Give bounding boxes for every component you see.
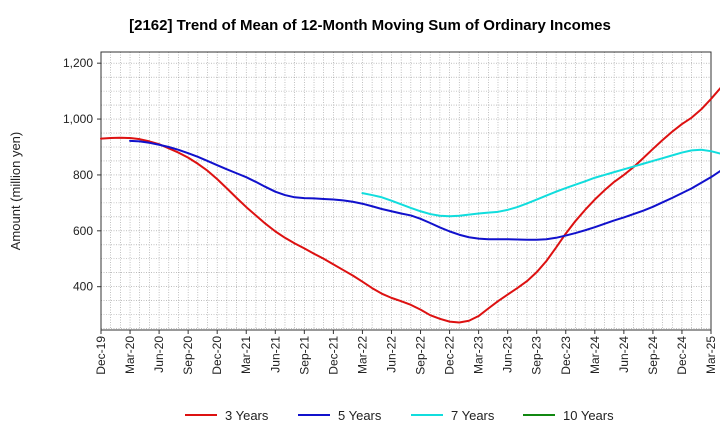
x-tick-label: Sep-22 <box>414 336 428 375</box>
x-tick-label: Mar-22 <box>355 336 369 374</box>
x-tick-label: Mar-25 <box>704 336 718 374</box>
x-tick-label: Mar-21 <box>239 336 253 374</box>
legend-label: 3 Years <box>225 408 269 423</box>
series-line-5-years <box>129 139 720 241</box>
x-tick-label: Dec-24 <box>675 336 689 375</box>
x-tick-label: Dec-21 <box>326 336 340 375</box>
x-tick-label: Jun-24 <box>617 336 631 373</box>
x-tick-label: Dec-23 <box>559 336 573 375</box>
x-tick-label: Jun-22 <box>384 336 398 373</box>
series-lines <box>100 87 720 324</box>
plot-frame <box>100 51 712 331</box>
legend-label: 5 Years <box>338 408 382 423</box>
y-tick-label: 400 <box>73 280 93 294</box>
x-tick-label: Mar-24 <box>588 336 602 374</box>
y-axis: 400 600 800 1,000 1,200 <box>63 56 101 294</box>
x-tick-label: Sep-24 <box>646 336 660 375</box>
x-tick-label: Sep-20 <box>181 336 195 375</box>
x-tick-label: Dec-22 <box>443 336 457 375</box>
legend-label: 10 Years <box>563 408 614 423</box>
plot-area <box>101 52 711 330</box>
x-tick-label: Mar-23 <box>472 336 486 374</box>
legend-label: 7 Years <box>451 408 495 423</box>
y-tick-label: 1,200 <box>63 56 93 70</box>
x-axis: Dec-19 Mar-20 Jun-20 Sep-20 Dec-20 Mar-21 Jun-… <box>94 330 718 375</box>
x-tick-label: Mar-20 <box>123 336 137 374</box>
series-line-7-years <box>361 148 720 218</box>
series-line-3-years <box>100 87 720 324</box>
x-tick-label: Dec-20 <box>210 336 224 375</box>
y-tick-label: 800 <box>73 168 93 182</box>
y-tick-label: 600 <box>73 224 93 238</box>
grid-horizontal <box>101 62 711 329</box>
legend: 3 Years 5 Years 7 Years 10 Years <box>185 408 614 423</box>
y-tick-label: 1,000 <box>63 112 93 126</box>
x-tick-label: Dec-19 <box>94 336 108 375</box>
x-tick-label: Jun-21 <box>268 336 282 373</box>
x-tick-label: Sep-21 <box>297 336 311 375</box>
x-tick-label: Sep-23 <box>530 336 544 375</box>
chart-title: [2162] Trend of Mean of 12-Month Moving … <box>129 17 611 34</box>
y-axis-label: Amount (million yen) <box>8 132 23 251</box>
x-tick-label: Jun-20 <box>152 336 166 373</box>
x-tick-label: Jun-23 <box>501 336 515 373</box>
